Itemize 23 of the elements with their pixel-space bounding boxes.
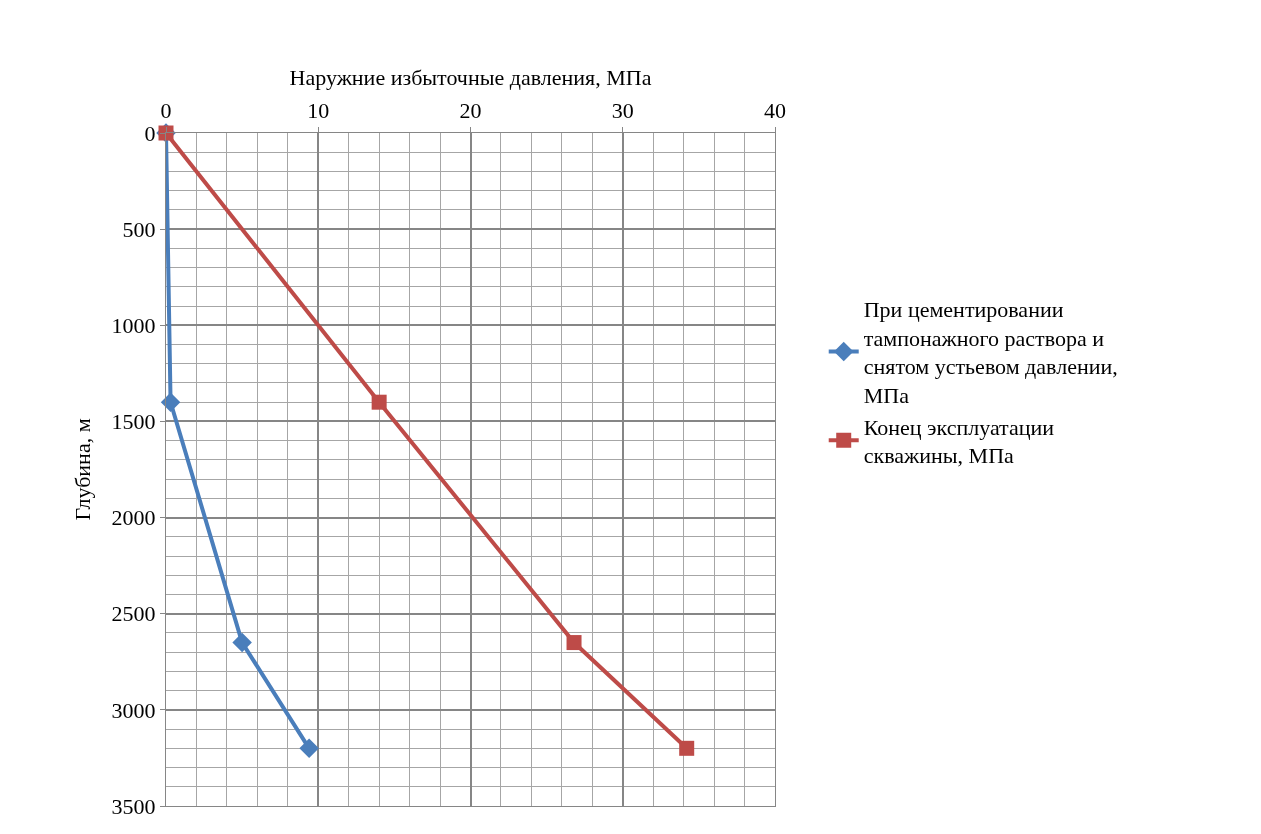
y-tick-label: 500	[122, 216, 156, 242]
y-axis-title: Глубина, м	[70, 418, 96, 521]
y-tick-label: 1000	[111, 312, 156, 338]
x-axis-title: Наружние избыточные давления, МПа	[289, 65, 652, 90]
x-tick-label: 20	[459, 98, 482, 124]
y-tick-label: 0	[144, 120, 156, 146]
x-tick-label: 40	[764, 98, 786, 124]
point	[299, 738, 319, 759]
legend-label: Конец эксплуатации скважины, МПа	[863, 414, 1055, 469]
x-tick-label: 30	[611, 98, 634, 124]
point	[566, 635, 582, 651]
x-tick-label: 0	[160, 98, 172, 124]
point	[232, 632, 252, 653]
point	[679, 740, 695, 756]
y-tick-label: 1500	[111, 409, 156, 435]
y-tick-label: 2500	[111, 601, 156, 627]
y-tick-label: 2000	[111, 505, 156, 531]
x-tick-label: 10	[307, 98, 330, 124]
y-tick-label: 3000	[111, 697, 156, 723]
legend-label: При цементировании тампонажного раствора и снятом устьевом давлении, МПа	[863, 297, 1118, 408]
y-tick-label: 3500	[111, 793, 156, 819]
point	[371, 394, 387, 410]
point	[160, 392, 181, 412]
